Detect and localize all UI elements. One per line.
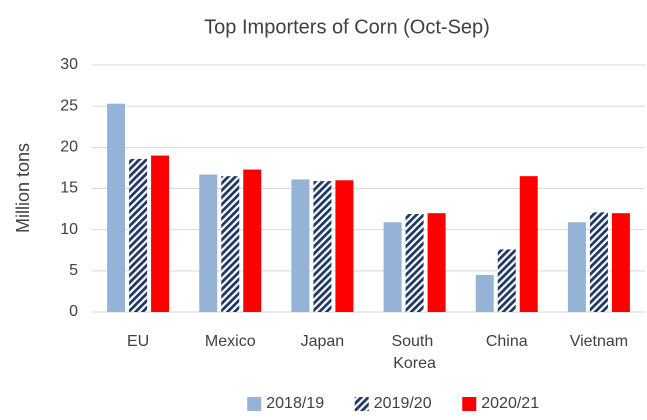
bar [567,222,586,312]
x-tick-label-line: China [486,333,528,350]
y-tick-label: 15 [60,180,78,197]
x-tick-label-line: Mexico [205,333,256,350]
legend-swatch [247,397,262,411]
bar [405,214,424,312]
y-tick-label: 10 [60,221,78,238]
x-tick-label: South Korea [391,333,437,372]
bar [221,176,240,312]
legend-label: 2019/20 [374,395,432,412]
bar [199,174,218,312]
bar [243,169,262,312]
y-tick-label: 20 [60,139,78,156]
legend-swatch [462,397,477,411]
x-tick-label: Vietnam [570,333,628,350]
y-tick-label: 0 [69,303,78,320]
x-tick-label-line: Japan [301,333,345,350]
legend-label: 2020/21 [481,395,539,412]
legend-label: 2018/19 [266,395,324,412]
y-axis-label: Million tons [13,143,33,233]
x-tick-label: Japan [301,333,345,350]
bar [497,249,516,312]
x-tick-label: China [486,333,528,350]
bar [151,155,170,312]
bar [383,222,402,312]
bar [611,213,630,312]
bar [291,179,310,312]
x-tick-label-line: Korea [393,355,436,372]
bar [589,212,608,312]
bar [427,213,446,312]
bar [313,181,332,312]
chart-title: Top Importers of Corn (Oct-Sep) [204,16,490,38]
bar [519,176,538,312]
y-tick-label: 25 [60,97,78,114]
x-tick-label-line: EU [127,333,149,350]
x-tick-label: Mexico [205,333,256,350]
bar [129,158,148,312]
x-tick-label: EU [127,333,149,350]
bar [107,103,126,313]
y-tick-label: 30 [60,56,78,73]
x-tick-label-line: Vietnam [570,333,628,350]
y-tick-label: 5 [69,262,78,279]
bar [335,180,354,312]
bar [475,274,494,312]
x-tick-label-line: South [391,333,437,350]
legend-swatch [354,397,369,411]
